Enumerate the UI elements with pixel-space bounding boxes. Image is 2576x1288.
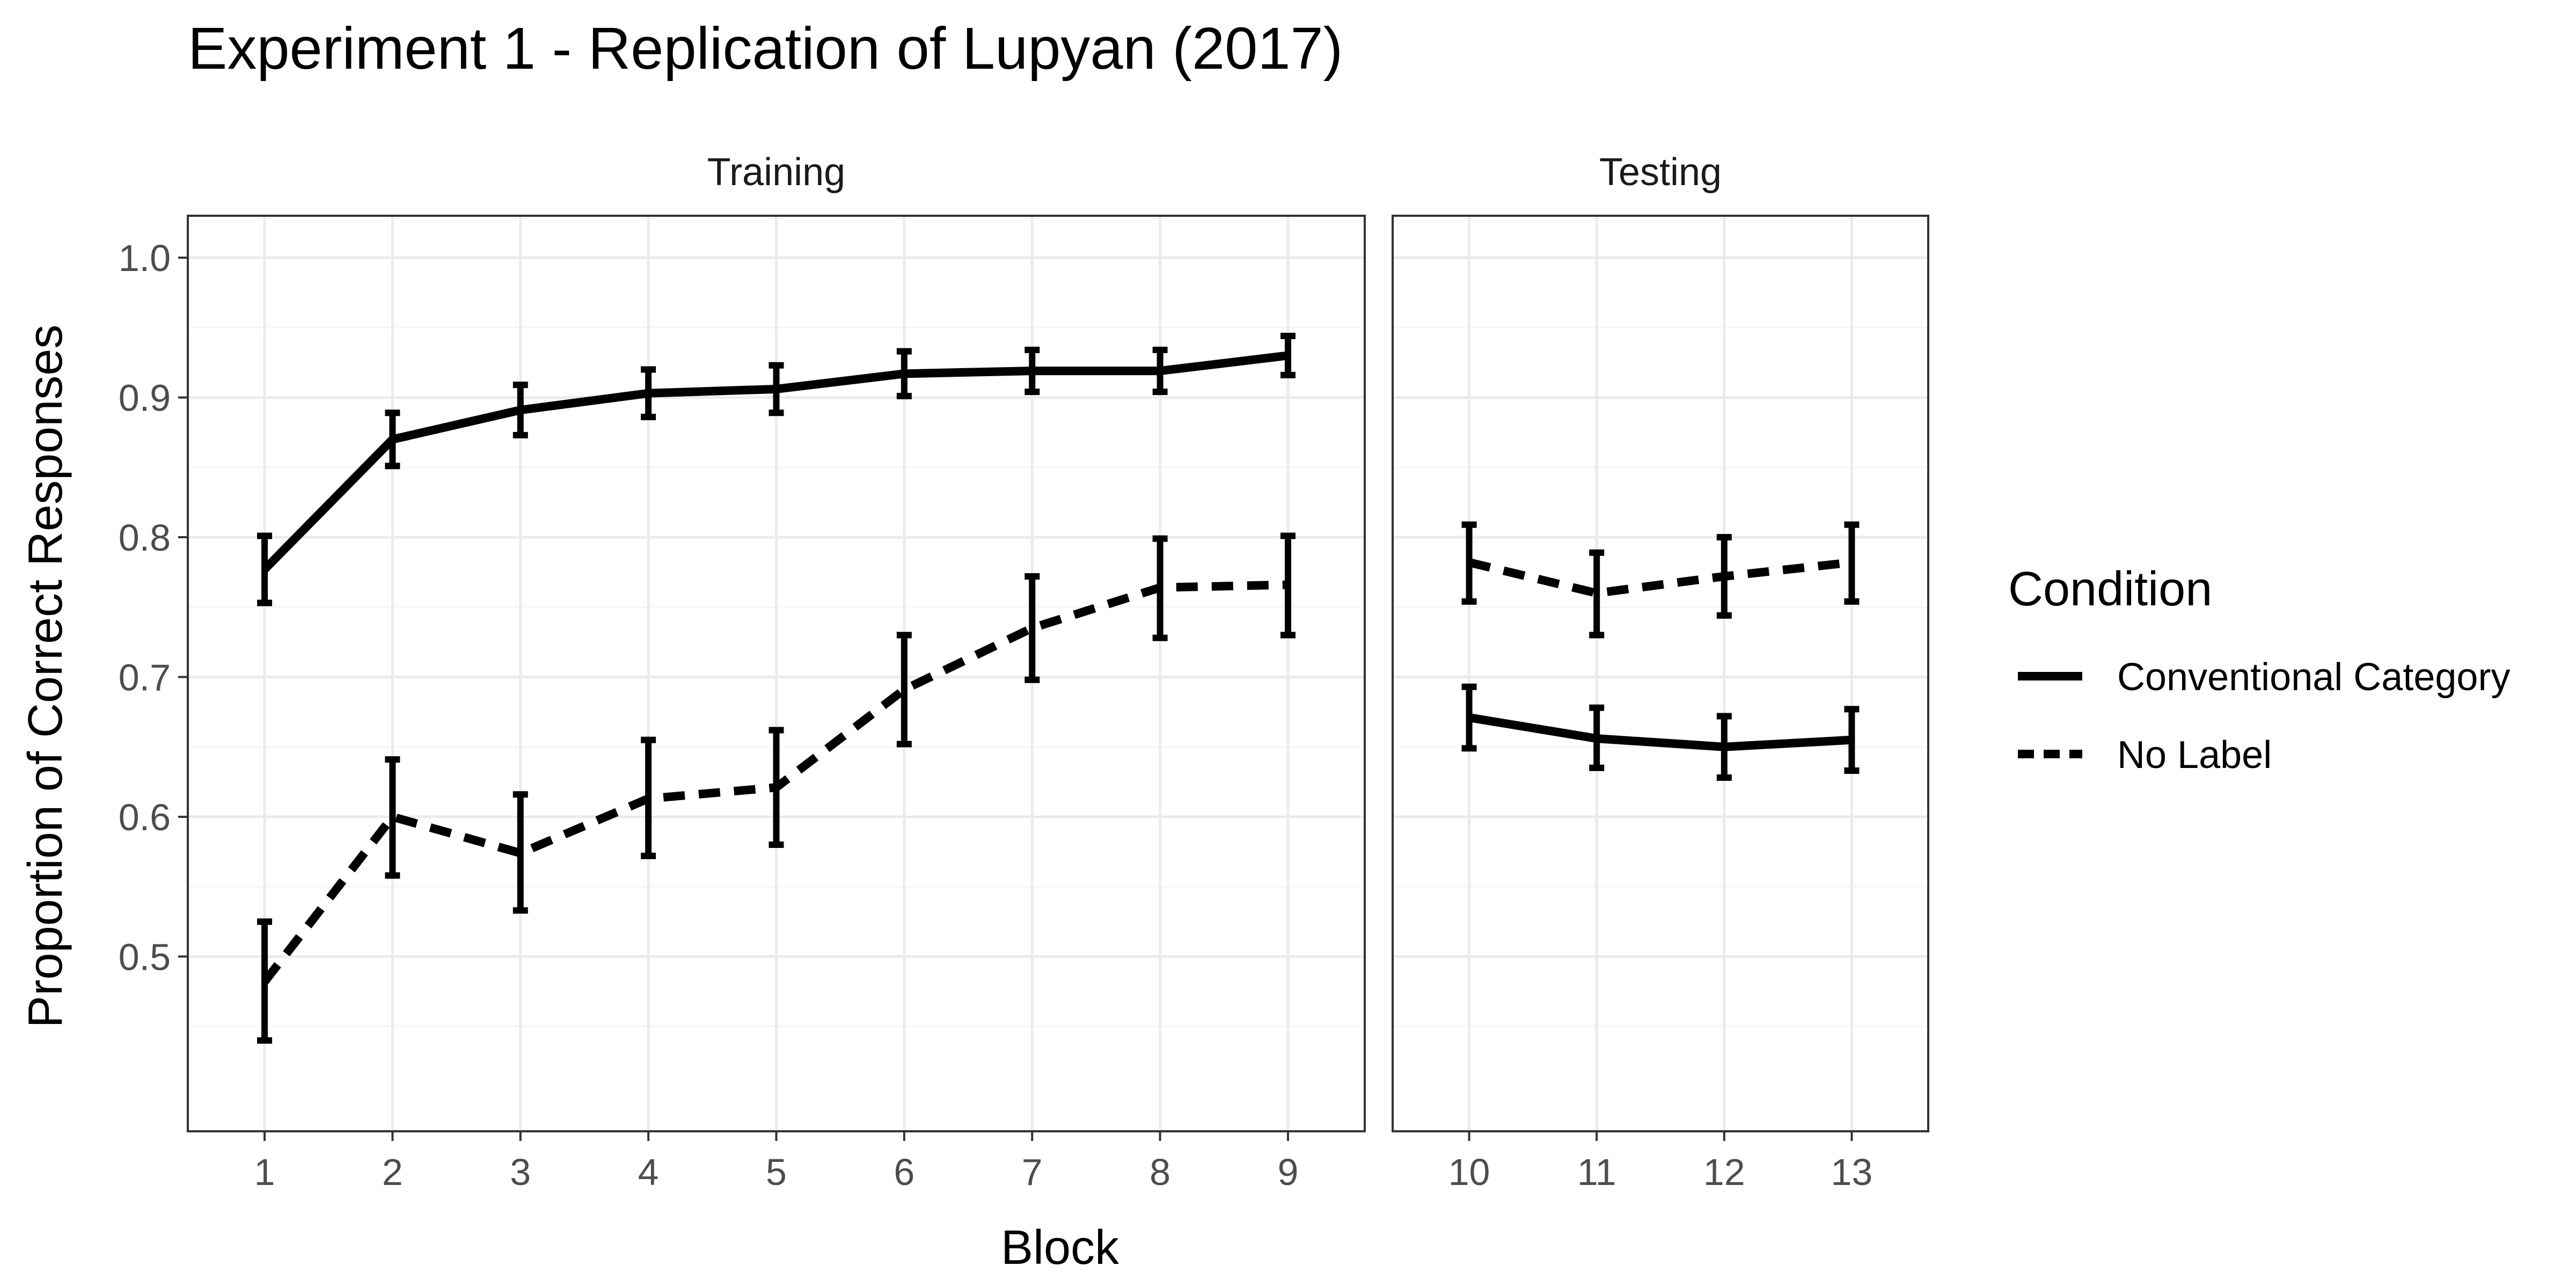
y-axis-title: Proportion of Correct Responses	[19, 325, 72, 1028]
panel-strip-label: Training	[707, 151, 845, 194]
panel-testing: Testing 10 11 12 13	[1392, 151, 1929, 1193]
legend-label-no-label: No Label	[2117, 734, 2272, 777]
error-bar-no-label	[1280, 532, 1296, 639]
error-bar-no-label	[1461, 521, 1477, 605]
legend-item-conventional-category: Conventional Category	[2018, 656, 2510, 699]
panel-background	[1393, 216, 1928, 1131]
error-bar-no-label	[385, 756, 400, 879]
series-line-conventional-category	[1468, 713, 1852, 751]
y-tick-label: 0.9	[119, 377, 171, 419]
y-tick-label: 0.6	[119, 796, 171, 838]
error-bar-no-label	[1152, 535, 1168, 641]
legend-item-no-label: No Label	[2018, 734, 2272, 777]
y-tick-label: 1.0	[119, 237, 171, 279]
error-bar-conventional-category	[641, 366, 656, 421]
error-bar-no-label	[1844, 521, 1860, 605]
error-bar-no-label	[769, 727, 784, 848]
chart-title: Experiment 1 - Replication of Lupyan (20…	[188, 16, 1343, 82]
panel-strip-label: Testing	[1599, 151, 1722, 194]
legend-items: Conventional Category No Label	[2018, 656, 2510, 777]
x-tick-label: 4	[638, 1151, 659, 1193]
x-tick-label: 7	[1022, 1151, 1043, 1193]
error-bar-conventional-category	[1461, 683, 1477, 752]
error-bar-no-label	[641, 736, 656, 859]
error-bar-no-label	[257, 918, 273, 1044]
error-bar-conventional-category	[896, 348, 912, 399]
x-tick-label: 12	[1703, 1151, 1745, 1193]
x-tick-label: 3	[510, 1151, 531, 1193]
legend: Condition Conventional Category No Label	[2008, 562, 2510, 777]
error-bar-no-label	[1589, 549, 1605, 639]
error-bar-no-label	[513, 791, 528, 914]
y-tick-label: 0.7	[119, 657, 171, 699]
y-tick-label: 0.8	[119, 517, 171, 559]
x-tick-label: 10	[1448, 1151, 1490, 1193]
legend-label-conventional-category: Conventional Category	[2117, 656, 2510, 699]
x-tick-label: 9	[1278, 1151, 1299, 1193]
x-tick-label: 2	[382, 1151, 403, 1193]
x-axis-title: Block	[1001, 1221, 1119, 1275]
panel-training: Training 1 2 3 4 5 6 7 8 9 0.5 0.6 0.7 0.8 0.9 1.0	[119, 151, 1366, 1193]
x-tick-label: 11	[1577, 1151, 1616, 1193]
error-bar-conventional-category	[769, 362, 784, 416]
error-bar-no-label	[1024, 573, 1040, 683]
error-bar-conventional-category	[1152, 347, 1168, 396]
error-bar-conventional-category	[385, 409, 400, 470]
x-tick-label: 6	[894, 1151, 914, 1193]
error-bar-conventional-category	[513, 382, 528, 438]
legend-title: Condition	[2008, 562, 2212, 616]
x-tick-label: 1	[254, 1151, 275, 1193]
y-tick-label: 0.5	[119, 936, 171, 978]
error-bar-conventional-category	[1024, 347, 1040, 396]
error-bar-no-label	[896, 632, 912, 748]
error-bar-conventional-category	[257, 532, 273, 606]
panel-border	[1392, 215, 1929, 1132]
x-tick-label: 8	[1150, 1151, 1170, 1193]
error-bar-conventional-category	[1844, 706, 1860, 774]
x-tick-label: 5	[766, 1151, 787, 1193]
series-line-no-label	[1468, 558, 1853, 598]
error-bar-conventional-category	[1589, 704, 1605, 771]
x-tick-label: 13	[1831, 1151, 1872, 1193]
error-bar-no-label	[1716, 534, 1732, 619]
error-bar-conventional-category	[1280, 332, 1296, 378]
error-bar-conventional-category	[1716, 713, 1732, 781]
